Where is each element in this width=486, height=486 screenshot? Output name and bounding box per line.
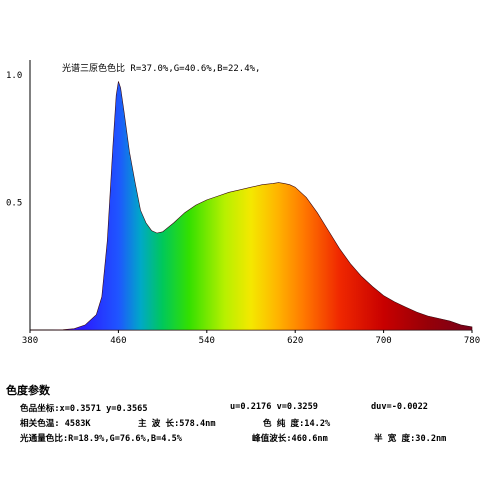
x-tick-labels: 380 460 540 620 700 780: [22, 330, 480, 346]
y-tick-label: 1.0: [6, 71, 22, 81]
x-tick-label: 700: [375, 336, 391, 346]
spectrum-area: [30, 81, 473, 331]
half-width: 半 宽 度:30.2nm: [374, 434, 447, 444]
params-row-3: 光通量色比:R=18.9%,G=76.6%,B=4.5% 峰值波长:460.6n…: [6, 432, 482, 447]
dominant-wavelength: 主 波 长:578.4nm: [138, 419, 216, 429]
y-tick-label: 0.5: [6, 199, 22, 209]
x-tick-label: 780: [464, 336, 480, 346]
chromaticity-coordinates: 色品坐标:x=0.3571 y=0.3565: [20, 404, 148, 414]
peak-wavelength: 峰值波长:460.6nm: [252, 434, 328, 444]
x-tick-label: 540: [199, 336, 215, 346]
params-heading: 色度参数: [6, 384, 50, 397]
x-tick-label: 460: [110, 336, 126, 346]
luminous-flux-ratio: 光通量色比:R=18.9%,G=76.6%,B=4.5%: [20, 434, 182, 444]
correlated-color-temperature: 相关色温: 4583K: [20, 419, 91, 429]
color-parameters-panel: 色度参数 色品坐标:x=0.3571 y=0.3565 u=0.2176 v=0…: [6, 382, 482, 447]
uv-coordinates: u=0.2176 v=0.3259: [230, 402, 318, 412]
spectrum-chart: 光谱三原色色比 R=37.0%,G=40.6%,B=22.4%, 380 460 5…: [6, 60, 480, 346]
x-tick-label: 620: [287, 336, 303, 346]
x-tick-label: 380: [22, 336, 38, 346]
params-row-2: 相关色温: 4583K 主 波 长:578.4nm 色 纯 度:14.2%: [6, 417, 482, 432]
y-tick-labels: 1.0 0.5: [6, 71, 22, 209]
color-purity: 色 纯 度:14.2%: [263, 419, 331, 429]
chart-title: 光谱三原色色比 R=37.0%,G=40.6%,B=22.4%,: [62, 62, 260, 74]
params-row-1: 色品坐标:x=0.3571 y=0.3565 u=0.2176 v=0.3259…: [6, 402, 482, 417]
duv-value: duv=-0.0022: [371, 402, 428, 412]
